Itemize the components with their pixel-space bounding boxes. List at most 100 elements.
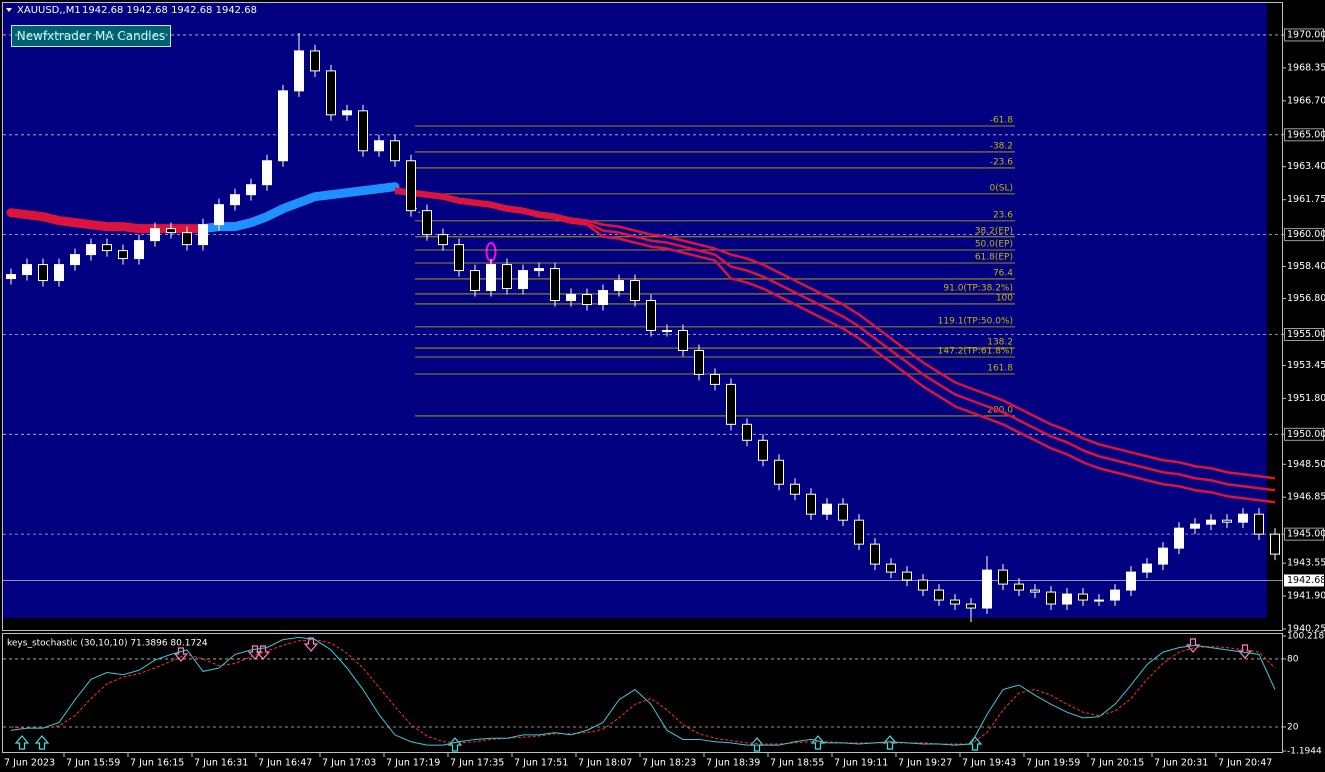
candle-body xyxy=(470,270,480,292)
x-tick-label: 7 Jun 17:19 xyxy=(386,758,440,769)
x-tick-label: 7 Jun 15:59 xyxy=(66,758,120,769)
x-tick-label: 7 Jun 20:31 xyxy=(1154,758,1208,769)
plot-background xyxy=(3,3,1267,618)
x-tick-label: 7 Jun 17:51 xyxy=(514,758,568,769)
candle-body xyxy=(550,268,560,302)
candle-body xyxy=(934,589,944,601)
ma-band xyxy=(198,182,400,234)
level-label-box xyxy=(1284,527,1324,541)
candle-body xyxy=(1014,583,1024,591)
candle-body xyxy=(502,264,512,290)
candle-body xyxy=(662,329,672,332)
indicator-button[interactable] xyxy=(11,25,171,47)
fib-label: 119.1(TP:50.0%) xyxy=(938,316,1013,326)
ma-line xyxy=(394,187,1276,480)
level-label-box xyxy=(1284,228,1324,242)
symbol-menu-arrow[interactable] xyxy=(6,8,12,12)
y-tick-label: 1961.75 xyxy=(1287,194,1325,205)
candle-body xyxy=(806,493,816,515)
x-tick-label: 7 Jun 18:07 xyxy=(578,758,632,769)
candle-body xyxy=(326,70,336,116)
candle-body xyxy=(998,569,1008,585)
y-tick-label: 1963.40 xyxy=(1287,161,1325,172)
x-tick-label: 7 Jun 19:59 xyxy=(1026,758,1080,769)
bid-label: 1942.68 xyxy=(1287,575,1325,586)
level-label-box xyxy=(1284,327,1324,341)
candle-body xyxy=(182,232,192,246)
y-tick-label: 80 xyxy=(1287,654,1299,664)
candle-body xyxy=(406,160,416,212)
x-tick-label: 7 Jun 20:15 xyxy=(1090,758,1144,769)
y-tick-label: -1.1944 xyxy=(1287,747,1322,757)
sell-arrow xyxy=(173,647,189,662)
fib-label: 0(SL) xyxy=(990,183,1013,193)
y-tick-label: 20 xyxy=(1287,722,1299,732)
candle-body xyxy=(694,349,704,375)
candle-body xyxy=(390,140,400,162)
buy-arrow xyxy=(447,737,463,752)
candle-body xyxy=(486,264,496,292)
candle-body xyxy=(902,571,912,581)
y-tick-label: 1951.80 xyxy=(1287,393,1325,404)
candle-body xyxy=(422,210,432,236)
candle-body xyxy=(726,383,736,425)
candle-body xyxy=(518,270,528,290)
candle-body xyxy=(1094,599,1104,602)
candle-body xyxy=(102,244,112,252)
stochastic-line xyxy=(10,636,1276,746)
fib-label: -38.2 xyxy=(990,141,1013,151)
candle-body xyxy=(1078,593,1088,601)
y-tick-label: 1958.40 xyxy=(1287,261,1325,272)
candle-body xyxy=(1206,519,1216,525)
candle-body xyxy=(630,280,640,302)
y-tick-label: 1941.90 xyxy=(1287,591,1325,602)
y-tick-label: 1970.00 xyxy=(1287,29,1325,40)
candle-body xyxy=(982,569,992,609)
candle-body xyxy=(1110,589,1120,601)
candle-body xyxy=(262,160,272,186)
x-tick-label: 7 Jun 17:03 xyxy=(322,758,376,769)
y-tick-label: 1950.00 xyxy=(1287,429,1325,440)
candle-body xyxy=(1158,547,1168,565)
candle-body xyxy=(966,603,976,609)
fib-label: -23.6 xyxy=(990,157,1014,167)
candle-body xyxy=(838,503,848,521)
candle-body xyxy=(134,240,144,260)
sell-signals xyxy=(173,637,1253,662)
sell-arrow xyxy=(303,637,319,652)
x-tick-label: 7 Jun 16:47 xyxy=(258,758,312,769)
candle-body xyxy=(6,274,16,280)
candle-body xyxy=(246,184,256,196)
y-tick-label: 1953.45 xyxy=(1287,360,1325,371)
candle-body xyxy=(1190,523,1200,529)
candle-body xyxy=(918,579,928,591)
indicator-button-label[interactable]: Newfxtrader MA Candles xyxy=(17,29,166,43)
candle-body xyxy=(854,519,864,545)
y-tick-label: 100.2189 xyxy=(1287,632,1325,642)
x-tick-label: 7 Jun 16:31 xyxy=(194,758,248,769)
candle-body xyxy=(742,423,752,441)
candle-body xyxy=(150,228,160,242)
bid-label-box xyxy=(1284,574,1324,587)
symbol-info: XAUUSD,,M1 xyxy=(17,5,81,16)
buy-arrow xyxy=(810,735,826,750)
candle-body xyxy=(54,264,64,282)
y-tick-label: 1965.00 xyxy=(1287,129,1325,140)
x-tick-label: 7 Jun 16:15 xyxy=(130,758,184,769)
x-tick-label: 7 Jun 20:47 xyxy=(1218,758,1272,769)
candle-body xyxy=(310,50,320,72)
candle-body xyxy=(358,110,368,152)
candle-body xyxy=(646,300,656,331)
candle-body xyxy=(198,224,208,246)
candle-body xyxy=(774,459,784,485)
main-window-border xyxy=(2,2,1283,631)
fib-label: 50.0(EP) xyxy=(975,240,1013,250)
candle-body xyxy=(214,204,224,226)
candle-body xyxy=(582,294,592,306)
x-tick-label: 7 Jun 17:35 xyxy=(450,758,504,769)
candle-body xyxy=(70,254,80,266)
candle-body xyxy=(1046,591,1056,605)
y-tick-label: 1956.80 xyxy=(1287,293,1325,304)
x-tick-label: 7 Jun 2023 xyxy=(4,758,55,769)
sell-arrow xyxy=(1237,644,1253,659)
